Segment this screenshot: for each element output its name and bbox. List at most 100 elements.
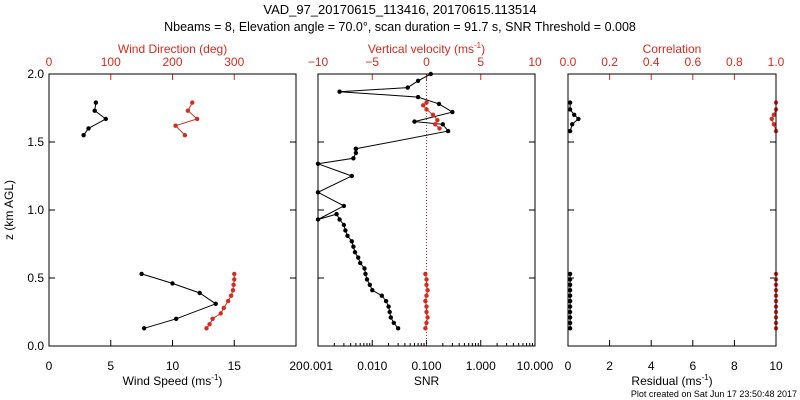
data-point	[424, 309, 429, 315]
top-axis-label: Vertical velocity (ms-1)	[368, 41, 485, 56]
bottom-tick-label: 10	[166, 359, 180, 373]
data-point	[345, 233, 350, 238]
y-tick-label: 2.0	[27, 67, 44, 81]
data-point	[341, 222, 347, 228]
bottom-tick-label: 0	[46, 359, 53, 373]
data-point	[86, 126, 91, 131]
top-tick-label: −5	[365, 55, 379, 69]
bottom-axis-label-unit-exponent: -1	[701, 373, 709, 382]
data-point	[364, 277, 370, 282]
data-point	[435, 118, 440, 123]
data-point	[207, 322, 212, 327]
data-point	[353, 150, 359, 156]
y-tick-label: 0.5	[27, 271, 44, 285]
data-point	[351, 156, 356, 161]
bottom-tick-label: 20	[289, 359, 303, 373]
top-tick-label: 300	[224, 55, 244, 69]
series-wind-direction-low-	[204, 271, 237, 331]
chart-subtitle: Nbeams = 8, Elevation angle = 70.0°, sca…	[164, 20, 636, 34]
top-axis-label: Correlation	[643, 42, 702, 56]
data-point	[567, 293, 573, 298]
data-point	[386, 304, 391, 309]
data-point	[353, 146, 359, 151]
data-point	[415, 94, 421, 100]
data-point	[423, 298, 428, 304]
data-point	[173, 123, 178, 128]
data-point	[387, 309, 392, 315]
data-point	[433, 122, 438, 127]
data-point	[423, 326, 428, 331]
data-point	[388, 315, 393, 320]
data-point	[567, 309, 573, 315]
top-axis-label-text: Vertical velocity (ms	[368, 42, 474, 56]
top-tick-label: 0.4	[643, 55, 660, 69]
bottom-axis-label-text: SNR	[414, 374, 440, 388]
top-axis-label-text: Wind Direction (deg)	[118, 42, 227, 56]
data-point	[334, 211, 339, 217]
data-point	[81, 133, 86, 138]
series-residual-high-	[567, 100, 581, 134]
data-point	[182, 133, 188, 138]
data-point	[567, 282, 573, 287]
series-wind-speed-low-	[139, 271, 218, 331]
data-point	[204, 326, 209, 331]
data-point	[358, 260, 363, 266]
y-axis-label: z (km AGL)	[2, 180, 16, 240]
top-tick-label: 0.8	[726, 55, 743, 69]
series-line	[141, 273, 217, 329]
data-point	[424, 320, 429, 326]
data-point	[379, 293, 384, 298]
top-tick-label: 0	[46, 55, 53, 69]
data-point	[415, 78, 421, 84]
data-point	[572, 112, 577, 118]
data-point	[170, 281, 175, 286]
data-point	[440, 122, 445, 127]
data-point	[93, 100, 99, 105]
bottom-tick-label: 0.010	[357, 359, 387, 373]
bottom-axis-label: SNR	[414, 374, 440, 388]
bottom-axis-label: Residual (ms-1)	[631, 373, 712, 388]
data-point	[424, 277, 429, 282]
bottom-tick-label: 0	[565, 359, 572, 373]
bottom-tick-label: 10.000	[517, 359, 554, 373]
data-point	[771, 112, 777, 118]
data-point	[213, 301, 218, 306]
data-point	[195, 116, 200, 122]
top-axis-label-text: Correlation	[643, 42, 702, 56]
data-point	[567, 315, 573, 320]
data-point	[567, 271, 573, 277]
data-point	[424, 293, 429, 298]
top-tick-label: 0.2	[601, 55, 618, 69]
data-point	[567, 298, 573, 304]
data-point	[405, 85, 410, 90]
data-point	[337, 89, 342, 94]
data-point	[567, 100, 573, 105]
data-point	[230, 288, 236, 293]
data-point	[424, 107, 429, 112]
bottom-tick-label: 10	[769, 359, 783, 373]
data-point	[351, 244, 356, 249]
series-wind-direction-high-	[173, 100, 200, 138]
series-vertical-velocity-low-	[423, 271, 430, 331]
data-point	[337, 217, 342, 222]
top-tick-label: 5	[477, 55, 484, 69]
data-point	[395, 326, 401, 331]
bottom-tick-label: 6	[689, 359, 696, 373]
data-point	[425, 315, 430, 320]
data-point	[225, 298, 231, 304]
data-point	[231, 282, 236, 287]
series-line	[83, 102, 107, 136]
top-axis-label-close-paren: )	[481, 42, 485, 56]
data-point	[197, 290, 202, 296]
bottom-tick-label: 0.001	[303, 359, 333, 373]
data-point	[92, 108, 97, 113]
panel-frame	[317, 73, 536, 347]
data-point	[391, 320, 396, 326]
data-point	[139, 271, 144, 277]
data-point	[425, 288, 430, 293]
panel-snr: 0.001 0.010 0.100 1.000 10.000 SNR −10 −5 0 5 10 Ve…	[303, 41, 554, 388]
data-point	[232, 277, 237, 282]
data-point	[567, 304, 573, 309]
data-point	[437, 126, 442, 131]
